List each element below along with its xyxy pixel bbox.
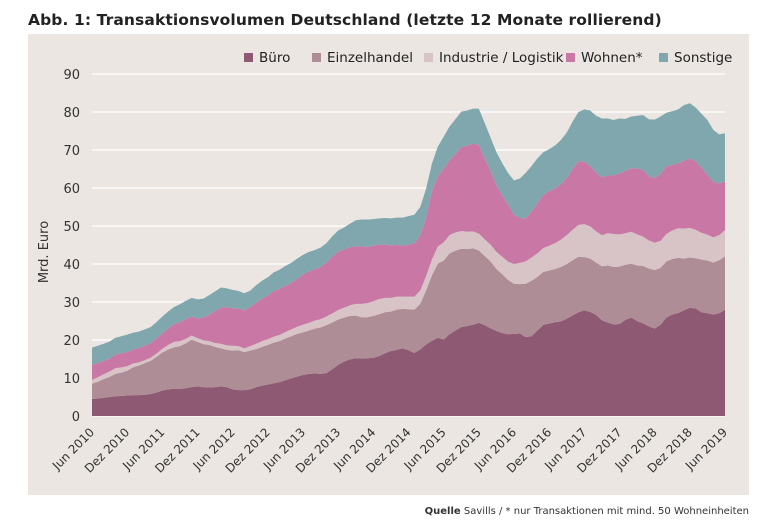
area-series-0 [92, 307, 725, 416]
source-label: Quelle [424, 506, 461, 517]
legend-swatch [566, 53, 575, 62]
source-note: Quelle Savills / * nur Transaktionen mit… [425, 506, 749, 517]
legend-label: Einzelhandel [327, 50, 413, 66]
chart-title: Abb. 1: Transaktionsvolumen Deutschland … [28, 11, 662, 29]
y-tick-label: 60 [63, 182, 80, 197]
y-tick-label: 50 [63, 220, 80, 235]
legend: Büro Einzelhandel Industrie / Logistik Wohn… [244, 50, 732, 66]
y-tick-label: 0 [72, 410, 80, 425]
y-tick-label: 30 [63, 296, 80, 311]
legend-label: Industrie / Logistik [439, 50, 564, 66]
legend-label: Wohnen* [581, 50, 643, 66]
area-series-3 [92, 143, 725, 380]
legend-swatch [244, 53, 253, 62]
y-tick-label: 20 [63, 334, 80, 349]
y-tick-label: 10 [63, 372, 80, 387]
legend-label: Büro [259, 50, 290, 66]
legend-swatch [424, 53, 433, 62]
y-tick-label: 90 [63, 68, 80, 83]
y-axis-ticks: 0 10 20 30 40 50 60 70 80 90 [63, 68, 80, 425]
y-tick-label: 70 [63, 144, 80, 159]
area-series-2 [92, 224, 725, 384]
legend-swatch [659, 53, 668, 62]
y-tick-label: 40 [63, 258, 80, 273]
legend-label: Sonstige [674, 50, 732, 66]
area-series-4 [92, 103, 725, 365]
legend-swatch [312, 53, 321, 62]
y-tick-label: 80 [63, 106, 80, 121]
source-text: Savills / * nur Transaktionen mit mind. … [463, 506, 749, 517]
stacked-areas [92, 103, 725, 416]
chart-panel: 0 10 20 30 40 50 60 70 80 90 Jun 2010 Dez 2010 Jun … [28, 34, 749, 495]
y-axis-label: Mrd. Euro [37, 221, 52, 283]
area-series-1 [92, 248, 725, 399]
